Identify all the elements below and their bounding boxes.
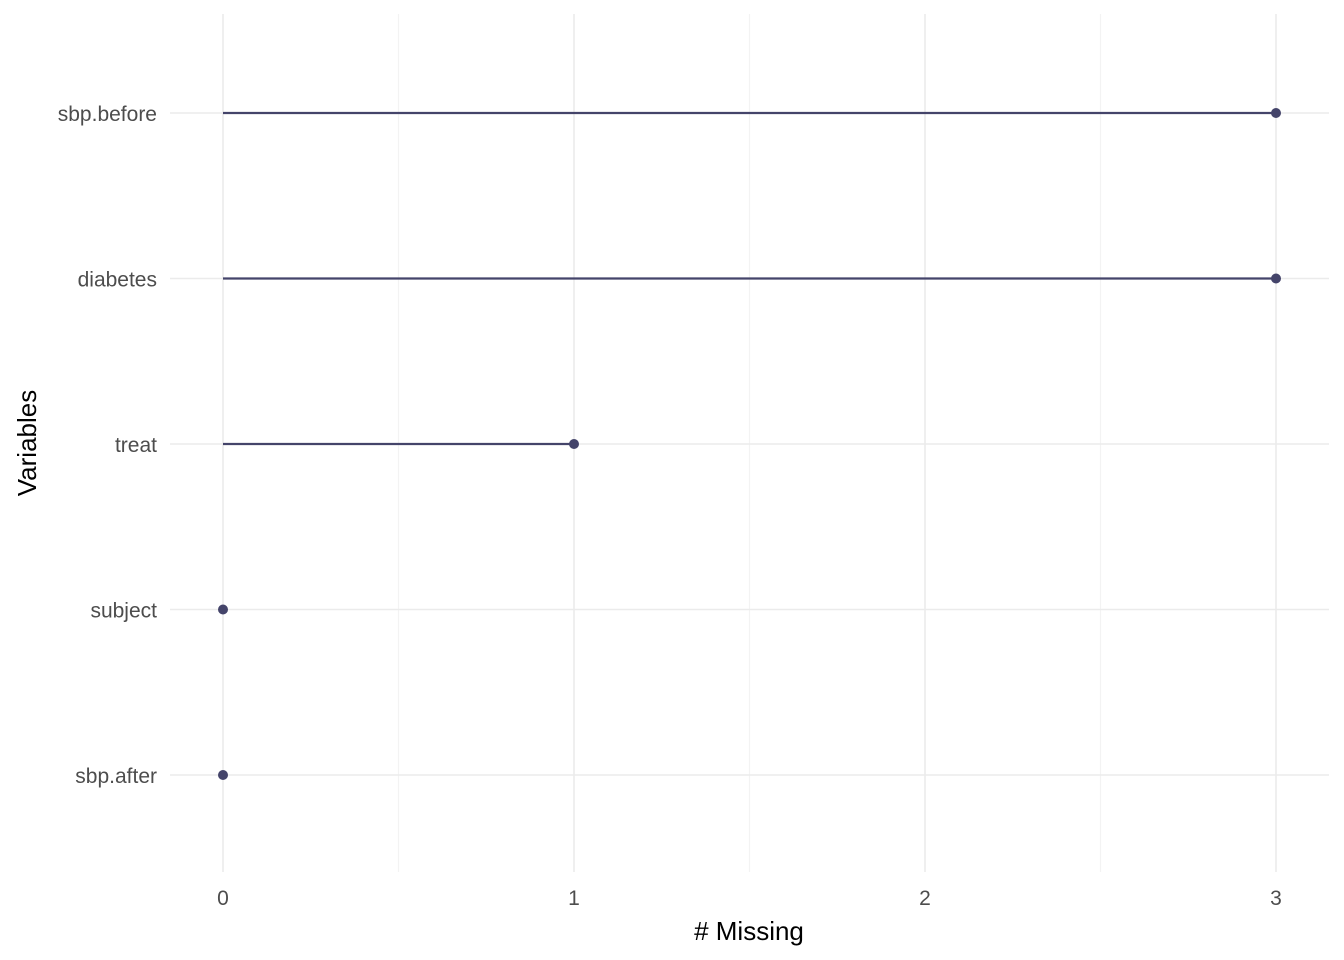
lollipop-point bbox=[1271, 273, 1281, 284]
lollipop-point bbox=[218, 770, 228, 780]
y-tick-label: diabetes bbox=[78, 269, 157, 292]
x-tick-label: 0 bbox=[217, 887, 229, 910]
mark-layer bbox=[218, 108, 1281, 780]
y-tick-label: sbp.after bbox=[75, 765, 157, 788]
y-tick-label: sbp.before bbox=[58, 103, 157, 126]
x-tick-label: 1 bbox=[568, 887, 580, 910]
x-axis-title: # Missing bbox=[694, 916, 804, 946]
lollipop-point bbox=[218, 604, 228, 615]
y-axis-title: Variables bbox=[12, 390, 42, 496]
x-tick-label: 2 bbox=[919, 887, 931, 910]
y-tick-label: subject bbox=[90, 600, 157, 623]
label-layer: 0 1 2 3 sbp.before diabetes treat subject sbp.af… bbox=[58, 103, 1282, 910]
lollipop-point bbox=[569, 439, 579, 449]
lollipop-point bbox=[1271, 108, 1281, 118]
x-tick-label: 3 bbox=[1270, 887, 1282, 910]
y-tick-label: treat bbox=[115, 434, 157, 457]
